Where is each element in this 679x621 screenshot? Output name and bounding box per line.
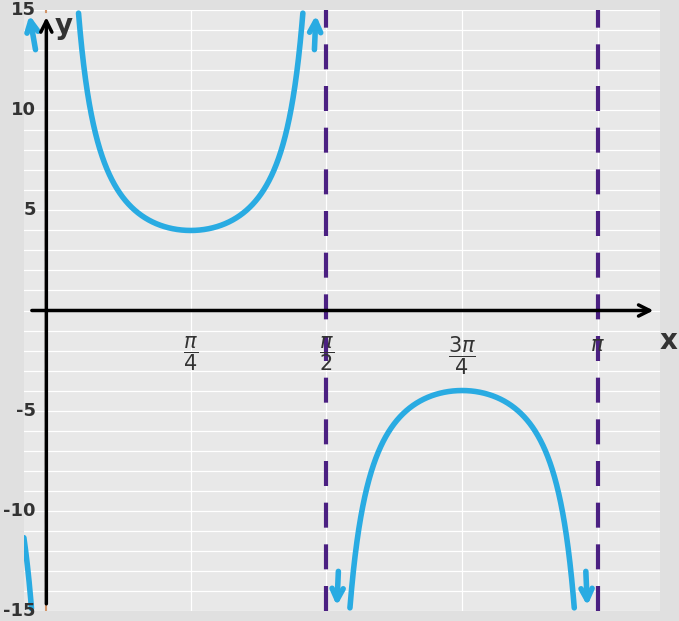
Text: y: y bbox=[55, 12, 73, 40]
Text: $\dfrac{\pi}{2}$: $\dfrac{\pi}{2}$ bbox=[318, 335, 334, 373]
Text: -15: -15 bbox=[3, 602, 36, 620]
Text: 10: 10 bbox=[11, 101, 36, 119]
Text: x: x bbox=[660, 327, 678, 355]
Text: $\dfrac{3\pi}{4}$: $\dfrac{3\pi}{4}$ bbox=[448, 335, 476, 377]
Text: 5: 5 bbox=[24, 201, 36, 219]
Text: -5: -5 bbox=[16, 402, 36, 420]
Text: -10: -10 bbox=[3, 502, 36, 520]
Text: 15: 15 bbox=[11, 1, 36, 19]
Text: $\pi$: $\pi$ bbox=[590, 335, 605, 355]
Text: $\dfrac{\pi}{4}$: $\dfrac{\pi}{4}$ bbox=[183, 335, 198, 373]
